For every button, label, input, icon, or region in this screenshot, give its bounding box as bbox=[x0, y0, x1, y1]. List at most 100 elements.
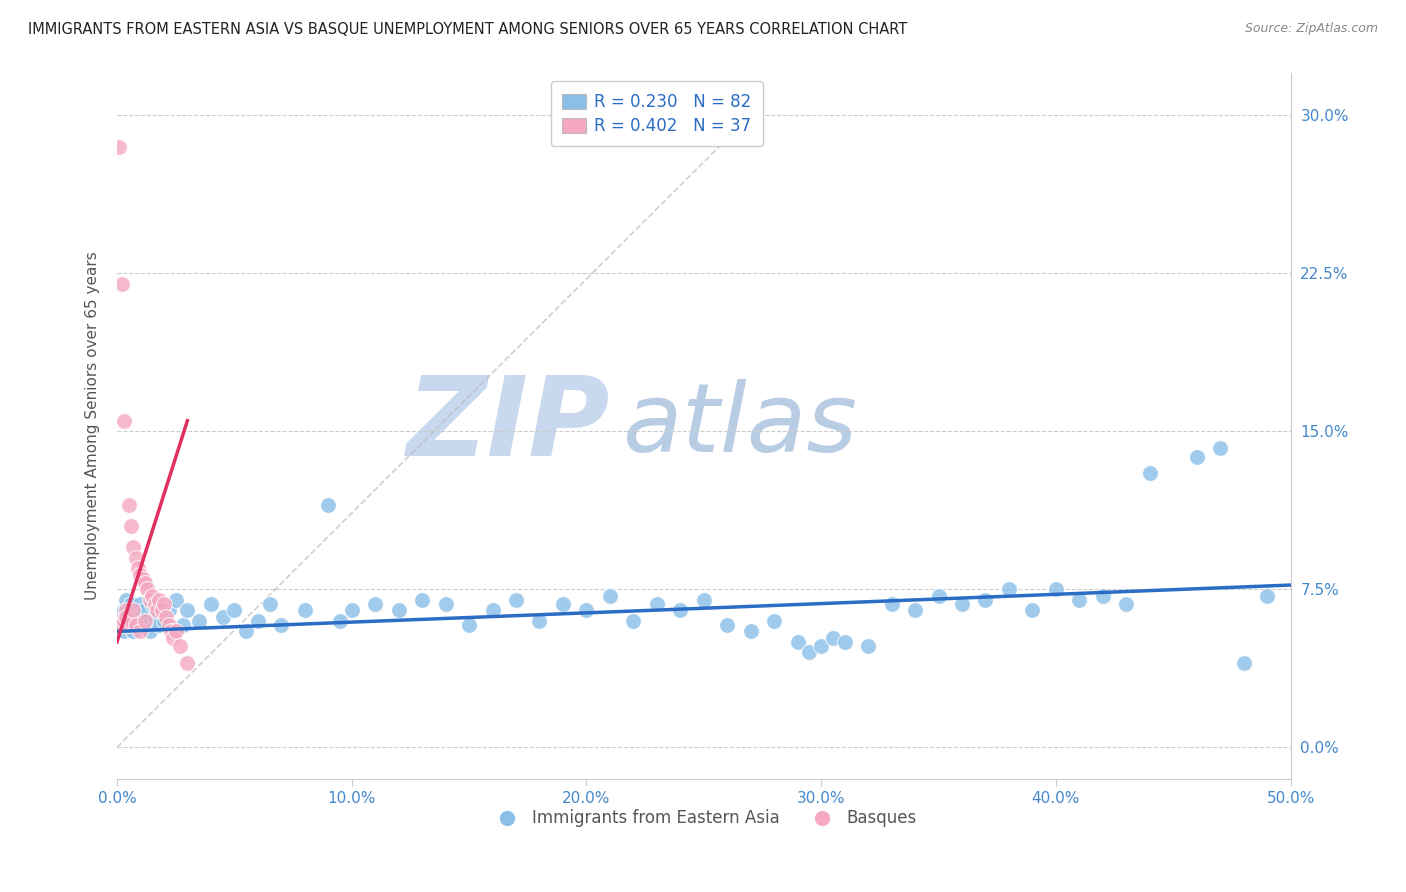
Point bbox=[169, 639, 191, 653]
Point bbox=[118, 603, 141, 617]
Point bbox=[1021, 603, 1043, 617]
Point bbox=[1115, 597, 1137, 611]
Point bbox=[821, 631, 844, 645]
Point bbox=[162, 631, 184, 645]
Point bbox=[141, 597, 163, 611]
Point bbox=[621, 614, 644, 628]
Point bbox=[434, 597, 457, 611]
Point bbox=[1091, 589, 1114, 603]
Point bbox=[1139, 467, 1161, 481]
Point bbox=[551, 597, 574, 611]
Point bbox=[129, 609, 152, 624]
Point bbox=[118, 618, 141, 632]
Point bbox=[125, 618, 148, 632]
Point bbox=[458, 618, 481, 632]
Point bbox=[716, 618, 738, 632]
Point bbox=[270, 618, 292, 632]
Point bbox=[224, 603, 246, 617]
Text: IMMIGRANTS FROM EASTERN ASIA VS BASQUE UNEMPLOYMENT AMONG SENIORS OVER 65 YEARS : IMMIGRANTS FROM EASTERN ASIA VS BASQUE U… bbox=[28, 22, 907, 37]
Point bbox=[329, 614, 352, 628]
Point bbox=[148, 618, 170, 632]
Point bbox=[364, 597, 387, 611]
Point bbox=[112, 614, 135, 628]
Point bbox=[134, 603, 156, 617]
Point bbox=[141, 589, 163, 603]
Point bbox=[111, 277, 134, 291]
Point bbox=[125, 603, 148, 617]
Point bbox=[481, 603, 503, 617]
Point bbox=[143, 597, 166, 611]
Point bbox=[165, 624, 187, 639]
Point bbox=[118, 498, 141, 512]
Point bbox=[127, 561, 149, 575]
Point bbox=[115, 614, 138, 628]
Point bbox=[120, 597, 142, 611]
Point bbox=[148, 592, 170, 607]
Point bbox=[115, 603, 138, 617]
Point bbox=[112, 414, 135, 428]
Point bbox=[136, 582, 159, 597]
Y-axis label: Unemployment Among Seniors over 65 years: Unemployment Among Seniors over 65 years bbox=[86, 252, 100, 600]
Text: atlas: atlas bbox=[621, 379, 856, 473]
Point bbox=[153, 597, 176, 611]
Point bbox=[316, 498, 339, 512]
Point bbox=[188, 614, 211, 628]
Point bbox=[834, 635, 856, 649]
Point bbox=[928, 589, 950, 603]
Point bbox=[115, 609, 138, 624]
Point bbox=[974, 592, 997, 607]
Point bbox=[340, 603, 363, 617]
Point bbox=[120, 614, 142, 628]
Point bbox=[108, 614, 131, 628]
Point bbox=[1185, 450, 1208, 464]
Point bbox=[693, 592, 716, 607]
Point bbox=[645, 597, 668, 611]
Point bbox=[669, 603, 692, 617]
Point bbox=[411, 592, 433, 607]
Point bbox=[157, 603, 180, 617]
Point bbox=[125, 550, 148, 565]
Point bbox=[129, 567, 152, 582]
Point bbox=[143, 609, 166, 624]
Point bbox=[211, 609, 233, 624]
Point bbox=[1256, 589, 1278, 603]
Point bbox=[259, 597, 281, 611]
Point bbox=[880, 597, 903, 611]
Point bbox=[127, 614, 149, 628]
Point bbox=[134, 576, 156, 591]
Point bbox=[111, 618, 134, 632]
Point bbox=[108, 140, 131, 154]
Point bbox=[146, 603, 169, 617]
Point bbox=[176, 656, 198, 670]
Point bbox=[160, 624, 183, 639]
Point bbox=[120, 614, 142, 628]
Point bbox=[122, 624, 145, 639]
Point bbox=[172, 618, 194, 632]
Point bbox=[388, 603, 411, 617]
Point bbox=[810, 639, 832, 653]
Point bbox=[599, 589, 621, 603]
Point bbox=[786, 635, 808, 649]
Point bbox=[856, 639, 879, 653]
Point bbox=[134, 614, 156, 628]
Point bbox=[122, 603, 145, 617]
Point bbox=[132, 618, 155, 632]
Point bbox=[763, 614, 786, 628]
Point bbox=[129, 624, 152, 639]
Point bbox=[200, 597, 222, 611]
Point bbox=[120, 519, 142, 533]
Point bbox=[575, 603, 598, 617]
Point bbox=[505, 592, 527, 607]
Point bbox=[111, 609, 134, 624]
Point bbox=[125, 618, 148, 632]
Point bbox=[122, 609, 145, 624]
Point bbox=[740, 624, 762, 639]
Point bbox=[155, 609, 177, 624]
Point bbox=[1209, 441, 1232, 455]
Point bbox=[122, 540, 145, 554]
Point bbox=[139, 592, 162, 607]
Point bbox=[115, 592, 138, 607]
Point bbox=[1233, 656, 1256, 670]
Point bbox=[129, 597, 152, 611]
Text: Source: ZipAtlas.com: Source: ZipAtlas.com bbox=[1244, 22, 1378, 36]
